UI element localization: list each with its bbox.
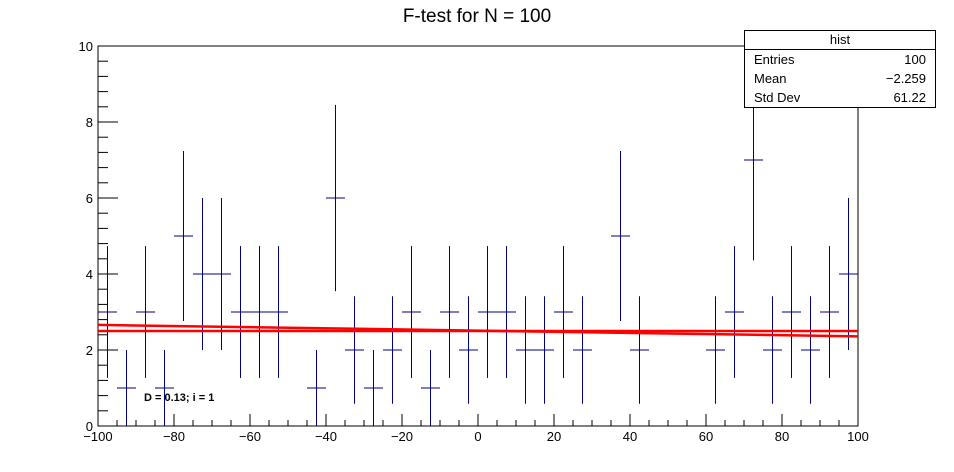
bin-marker — [326, 104, 345, 292]
bin-marker — [174, 151, 193, 321]
bin-marker — [820, 246, 839, 378]
x-tick-label: 80 — [775, 429, 789, 444]
histogram-bins — [98, 59, 858, 426]
fit-lines — [97, 323, 859, 338]
bin-marker — [212, 198, 231, 350]
bin-marker — [630, 296, 649, 404]
bin-marker — [611, 151, 630, 321]
stats-label: Mean — [754, 71, 787, 86]
stats-box: hist Entries 100 Mean −2.259 Std Dev 61.… — [744, 30, 936, 108]
stats-row-mean: Mean −2.259 — [745, 69, 935, 88]
x-tick-label: 40 — [623, 429, 637, 444]
y-tick-label: 4 — [86, 267, 93, 282]
bin-marker — [725, 246, 744, 378]
bin-marker — [250, 246, 269, 378]
bin-marker — [231, 246, 250, 378]
x-tick-label: 0 — [474, 429, 481, 444]
x-axis: −100 −80 −60 −40 −20 0 20 40 60 80 100 — [83, 414, 869, 444]
stats-value: −2.259 — [885, 71, 926, 86]
bin-marker — [516, 296, 535, 404]
bin-marker — [706, 296, 725, 404]
x-tick-label: 100 — [847, 429, 869, 444]
bin-marker — [402, 246, 421, 378]
bin-marker — [98, 246, 117, 378]
bin-marker — [573, 296, 592, 404]
x-tick-label: 20 — [547, 429, 561, 444]
bin-marker — [535, 296, 554, 404]
y-tick-label: 0 — [86, 419, 93, 434]
x-tick-label: −100 — [83, 429, 112, 444]
stats-label: Entries — [754, 52, 795, 67]
stats-row-stddev: Std Dev 61.22 — [745, 88, 935, 107]
bin-marker — [364, 350, 383, 426]
x-tick-label: −80 — [163, 429, 185, 444]
bin-marker — [193, 198, 212, 350]
bin-marker — [801, 296, 820, 404]
y-tick-label: 10 — [79, 39, 93, 54]
bin-marker — [763, 296, 782, 404]
bin-marker — [497, 246, 516, 378]
bin-marker — [554, 246, 573, 378]
stats-value: 100 — [904, 52, 926, 67]
bin-marker — [345, 296, 364, 404]
bin-marker — [478, 246, 497, 378]
bin-marker — [136, 246, 155, 378]
y-tick-label: 8 — [86, 115, 93, 130]
bin-marker — [421, 350, 440, 426]
x-tick-label: −20 — [391, 429, 413, 444]
bin-marker — [155, 350, 174, 426]
stats-label: Std Dev — [754, 90, 801, 105]
chart-title: F-test for N = 100 — [402, 6, 552, 27]
bin-marker — [269, 246, 288, 378]
bin-marker — [782, 246, 801, 378]
stats-title: hist — [745, 31, 935, 50]
annotation: D = 0.13; i = 1 — [144, 392, 214, 404]
bin-marker — [117, 350, 136, 426]
x-tick-label: 60 — [699, 429, 713, 444]
fit-line — [97, 323, 859, 338]
x-tick-label: −40 — [315, 429, 337, 444]
bin-marker — [459, 296, 478, 404]
x-tick-label: −60 — [239, 429, 261, 444]
stats-row-entries: Entries 100 — [745, 50, 935, 69]
bin-marker — [839, 198, 858, 350]
y-axis: 0 2 4 6 8 10 — [79, 39, 118, 434]
bin-marker — [440, 246, 459, 378]
bin-marker — [307, 350, 326, 426]
stats-value: 61.22 — [893, 90, 926, 105]
y-tick-label: 6 — [86, 191, 93, 206]
y-tick-label: 2 — [86, 343, 93, 358]
bin-marker — [383, 296, 402, 404]
